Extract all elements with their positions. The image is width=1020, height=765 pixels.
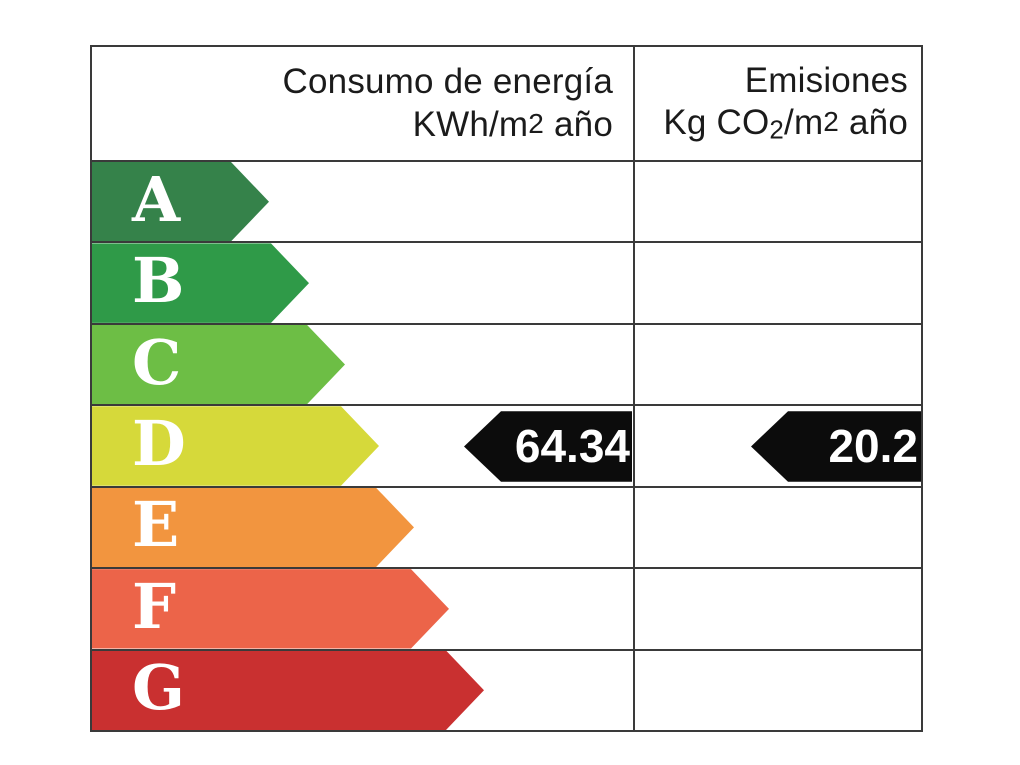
rating-row-e: E [92, 485, 921, 568]
rating-row-a: A [92, 162, 921, 242]
rating-letter: E [132, 488, 180, 562]
rating-arrow-g: G [92, 651, 484, 730]
rating-arrow-c: C [92, 325, 345, 404]
consumo-cell-b: B [92, 243, 633, 322]
header-consumo-line1: Consumo de energía [282, 61, 613, 101]
consumo-value: 64.34 [514, 420, 630, 473]
rating-arrow-a: A [92, 162, 269, 241]
rating-row-b: B [92, 241, 921, 323]
rating-letter: D [132, 406, 186, 480]
emisiones-cell-b [633, 243, 921, 323]
rating-row-d: D 64.34 20.2 [92, 404, 921, 486]
emisiones-cell-f [633, 569, 921, 649]
rating-letter: B [132, 244, 185, 318]
rating-letter: C [132, 325, 182, 399]
emisiones-cell-a [633, 162, 921, 242]
header-emisiones: Emisiones Kg CO2/m2 año [633, 47, 921, 160]
emisiones-value-arrow: 20.2 [751, 411, 921, 482]
rating-letter: G [132, 651, 185, 725]
emisiones-cell-e [633, 487, 921, 568]
emisiones-cell-g [633, 650, 921, 730]
rating-letter: F [132, 569, 177, 643]
emisiones-cell-d: 20.2 [633, 406, 921, 486]
consumo-cell-e: E [92, 488, 633, 567]
table-header: Consumo de energía KWh/m2 año Emisiones … [92, 47, 921, 162]
emisiones-value: 20.2 [828, 420, 918, 473]
header-consumo-line2: KWh/m2 año [412, 104, 613, 144]
consumo-cell-c: C [92, 325, 633, 404]
rating-row-f: F [92, 567, 921, 649]
header-emisiones-line2: Kg CO2/m2 año [663, 103, 908, 145]
rating-rows: A B C [92, 162, 921, 730]
rating-table: Consumo de energía KWh/m2 año Emisiones … [90, 45, 923, 732]
rating-arrow-b: B [92, 243, 309, 322]
header-consumo: Consumo de energía KWh/m2 año [92, 47, 633, 160]
rating-letter: A [132, 162, 181, 236]
consumo-cell-a: A [92, 162, 633, 241]
consumo-value-arrow: 64.34 [464, 411, 632, 482]
consumo-cell-f: F [92, 569, 633, 648]
rating-arrow-e: E [92, 488, 414, 567]
consumo-cell-d: D 64.34 [92, 406, 633, 485]
header-emisiones-line1: Emisiones [744, 60, 908, 100]
rating-arrow-d: D [92, 406, 379, 485]
consumo-cell-g: G [92, 651, 633, 730]
rating-arrow-f: F [92, 569, 449, 648]
emisiones-cell-c [633, 324, 921, 405]
rating-row-g: G [92, 648, 921, 730]
rating-row-c: C [92, 322, 921, 405]
